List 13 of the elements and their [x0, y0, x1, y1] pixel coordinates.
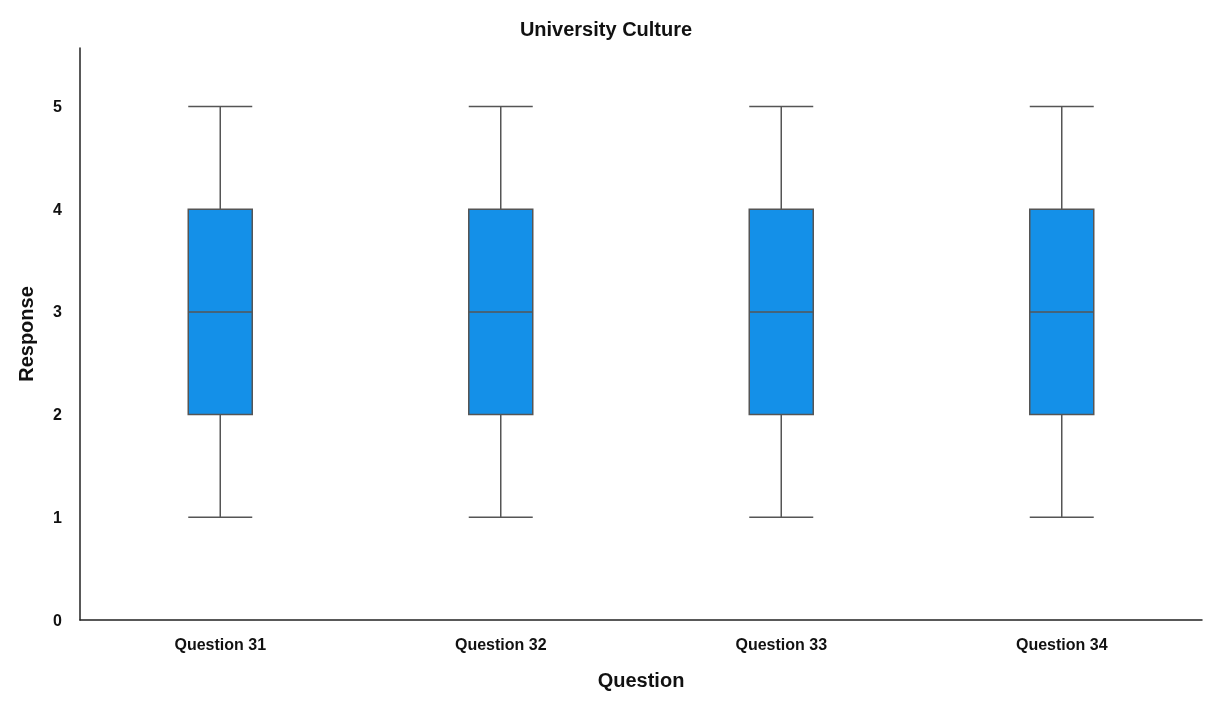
- y-axis-title: Response: [15, 286, 37, 382]
- x-tick-label: Question 33: [735, 635, 828, 653]
- chart-title: University Culture: [519, 18, 693, 40]
- y-tick-label: 5: [53, 98, 63, 116]
- y-tick-label: 1: [53, 508, 63, 526]
- y-tick-label: 4: [53, 200, 63, 218]
- x-tick-label: Question 32: [454, 635, 547, 653]
- x-axis-title: Question: [597, 669, 685, 691]
- y-tick-label: 3: [53, 303, 63, 321]
- y-tick-label: 0: [53, 611, 63, 629]
- x-tick-label: Question 31: [174, 635, 267, 653]
- x-tick-label: Question 34: [1015, 635, 1108, 653]
- y-tick-label: 2: [53, 406, 63, 424]
